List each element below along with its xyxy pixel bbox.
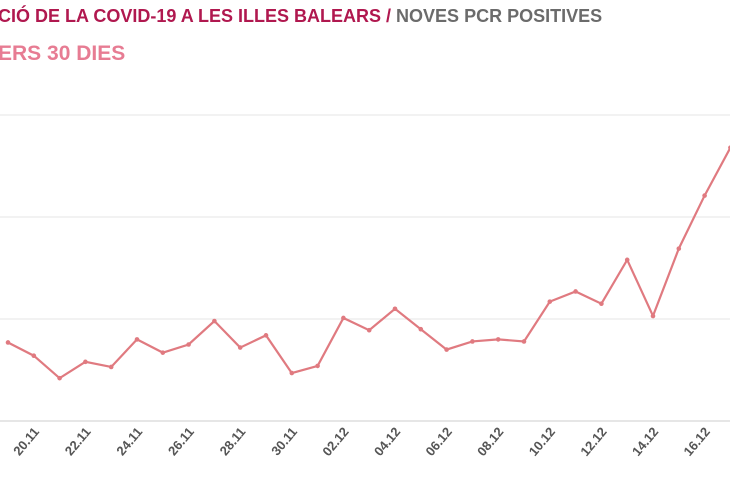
point xyxy=(547,299,553,304)
x-tick-label: 12.12 xyxy=(577,424,609,459)
chart-title: CIÓ DE LA COVID-19 A LES ILLES BALEARS /… xyxy=(0,5,602,26)
point xyxy=(573,289,578,294)
x-tick-label: 10.12 xyxy=(526,424,558,459)
point xyxy=(108,364,114,370)
title-main: CIÓ DE LA COVID-19 A LES ILLES BALEARS / xyxy=(0,5,391,26)
point xyxy=(650,313,656,319)
point xyxy=(83,359,88,365)
point xyxy=(495,337,501,342)
point xyxy=(186,342,191,347)
point xyxy=(702,193,707,198)
point xyxy=(315,363,320,369)
point xyxy=(341,315,346,321)
point xyxy=(392,306,398,312)
x-tick-label: 06.12 xyxy=(422,424,454,459)
point xyxy=(470,339,475,344)
x-tick-label: 08.12 xyxy=(474,424,506,459)
point xyxy=(57,375,62,381)
x-tick-label: 04.12 xyxy=(371,424,403,459)
point xyxy=(418,326,424,332)
point xyxy=(5,340,11,345)
line xyxy=(7,147,730,380)
x-tick-label: 20.11 xyxy=(10,424,42,458)
point xyxy=(444,347,449,352)
point xyxy=(521,339,527,344)
x-tick-label: 24.11 xyxy=(113,424,145,458)
title-part2: NOVES PCR POSITIVES xyxy=(396,6,602,26)
point xyxy=(160,350,166,355)
x-tick-label: 26.11 xyxy=(165,424,197,458)
point xyxy=(31,353,37,359)
point xyxy=(237,345,243,350)
x-tick-label: 30.11 xyxy=(268,424,300,458)
point xyxy=(212,318,217,324)
x-tick-label: 16.12 xyxy=(680,424,712,459)
chart-subtitle: ERS 30 DIES xyxy=(0,42,125,65)
point xyxy=(599,301,604,307)
point xyxy=(263,333,269,338)
point xyxy=(676,246,682,251)
x-tick-label: 14.12 xyxy=(629,424,661,459)
point xyxy=(624,257,630,263)
point xyxy=(366,327,372,333)
x-tick-label: 02.12 xyxy=(319,424,351,459)
x-tick-label: 28.11 xyxy=(217,424,249,458)
point xyxy=(134,337,140,342)
x-tick-label: 22.11 xyxy=(62,424,94,458)
point xyxy=(289,370,295,376)
